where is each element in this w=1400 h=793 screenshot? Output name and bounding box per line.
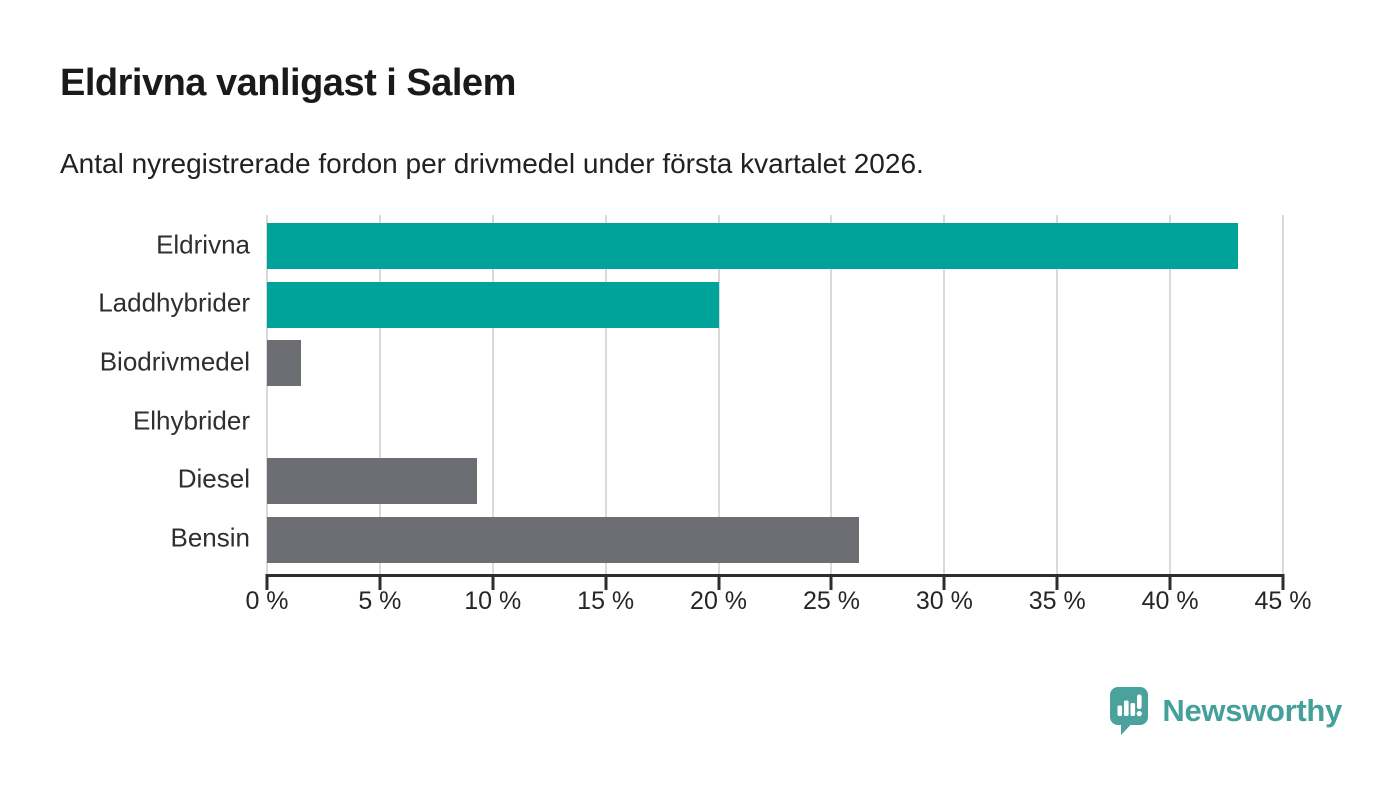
x-axis-tick-label: 35 % — [1028, 587, 1086, 615]
x-axis-tick-label: 30 % — [915, 587, 973, 615]
gridline — [943, 215, 946, 575]
x-axis-tick — [378, 574, 382, 590]
x-axis-tick — [829, 574, 833, 590]
category-label: Laddhybrider — [98, 287, 250, 318]
bar-row: Diesel — [178, 450, 1283, 509]
brand-logo: Newsworthy — [1109, 686, 1342, 736]
x-axis-tick-label: 20 % — [690, 587, 748, 615]
bar-row: Eldrivna — [156, 215, 1283, 274]
gridline — [378, 215, 381, 575]
gridline — [491, 215, 494, 575]
x-axis-tick — [604, 574, 608, 590]
bar-row: Laddhybrider — [98, 274, 1283, 333]
gridline — [717, 215, 720, 575]
category-label: Bensin — [170, 522, 251, 553]
bar — [267, 223, 1238, 269]
x-axis-tick-label: 45 % — [1254, 587, 1312, 615]
x-axis-tick-label: 10 % — [464, 587, 522, 615]
speech-bubble-bar-chart-icon — [1110, 687, 1149, 735]
bar-row: Biodrivmedel — [100, 332, 1283, 391]
x-axis-tick — [1055, 574, 1059, 590]
category-label: Elhybrider — [132, 405, 250, 436]
bar — [267, 340, 301, 387]
bar — [267, 281, 719, 328]
x-axis-tick — [1281, 574, 1285, 590]
x-axis-tick — [265, 574, 269, 590]
x-axis-tick — [717, 574, 721, 590]
gridline — [830, 215, 833, 575]
bar-row: Bensin — [171, 509, 1283, 568]
bar — [267, 457, 477, 504]
gridline — [1056, 215, 1059, 575]
page-title: Eldrivna vanligast i Salem — [60, 62, 516, 104]
bar — [267, 516, 859, 563]
page-subtitle: Antal nyregistrerade fordon per drivmede… — [60, 148, 924, 179]
x-axis-tick — [942, 574, 946, 590]
bar-row: Elhybrider — [133, 391, 1283, 450]
x-axis-tick-label: 25 % — [802, 587, 860, 615]
category-label: Eldrivna — [156, 229, 250, 259]
gridline — [604, 215, 607, 575]
category-label: Diesel — [177, 463, 250, 494]
gridline — [1169, 215, 1172, 575]
category-label: Biodrivmedel — [99, 346, 250, 377]
x-axis-tick-label: 5 % — [358, 587, 402, 615]
x-axis-tick-label: 0 % — [245, 587, 289, 615]
plot-area: Eldrivna Laddhybrider Biodrivmedel Elhybrid… — [98, 215, 1311, 615]
x-axis-tick — [491, 574, 495, 590]
brand-name: Newsworthy — [1162, 693, 1342, 728]
x-axis-line — [266, 574, 1284, 577]
x-axis-tick-label: 40 % — [1141, 587, 1199, 615]
x-axis-tick — [1168, 574, 1172, 590]
x-axis-tick-label: 15 % — [577, 587, 635, 615]
gridline — [1282, 215, 1284, 575]
gridline — [266, 215, 268, 575]
